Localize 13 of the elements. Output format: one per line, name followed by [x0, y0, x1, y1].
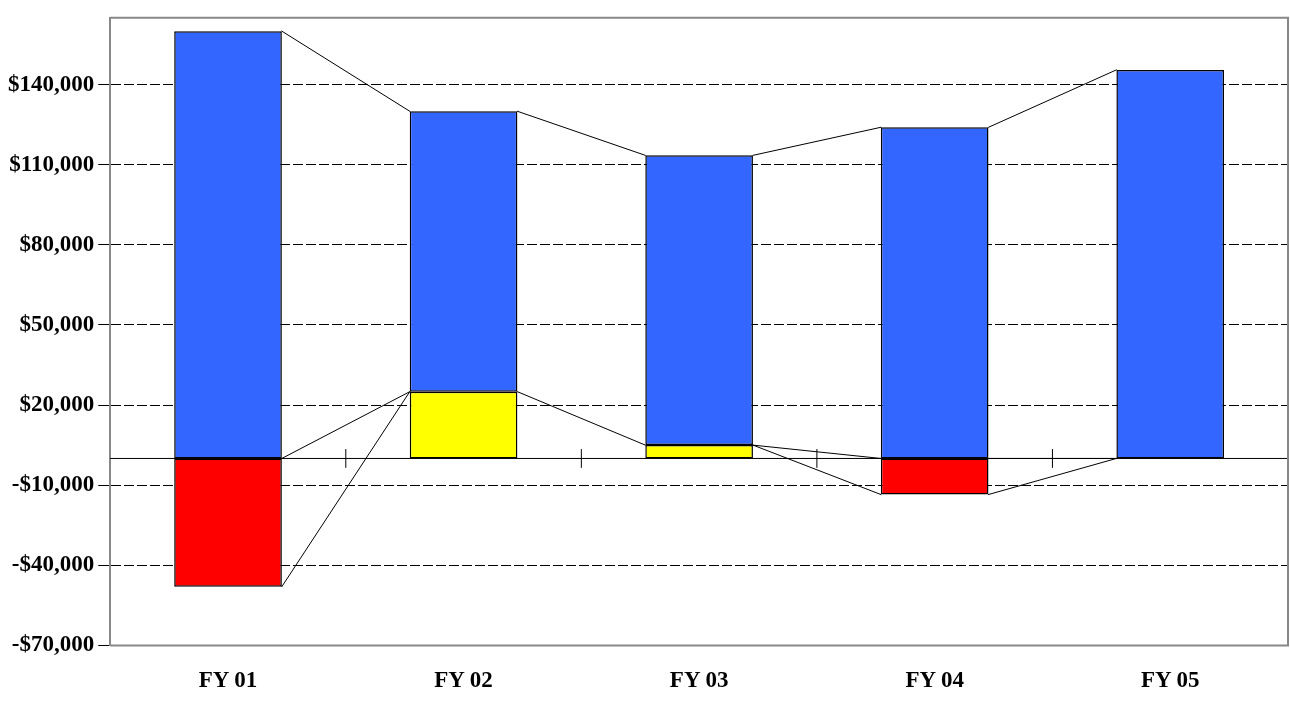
y-tick-label: -$10,000	[11, 471, 95, 497]
y-tick-label: $140,000	[8, 70, 95, 96]
y-tick-label: $110,000	[9, 150, 95, 176]
x-tick-label: FY 04	[905, 667, 965, 693]
x-tick-label: FY 02	[434, 667, 493, 693]
x-tick-label: FY 03	[669, 667, 729, 693]
y-tick-label: $80,000	[19, 230, 95, 256]
x-tick-label: FY 01	[198, 667, 258, 693]
y-tick-label: $50,000	[19, 310, 95, 336]
x-tick-label: FY 05	[1140, 667, 1200, 693]
y-tick-label: -$40,000	[11, 551, 95, 577]
y-tick-label: $20,000	[19, 390, 95, 416]
y-tick-label: -$70,000	[11, 631, 95, 657]
